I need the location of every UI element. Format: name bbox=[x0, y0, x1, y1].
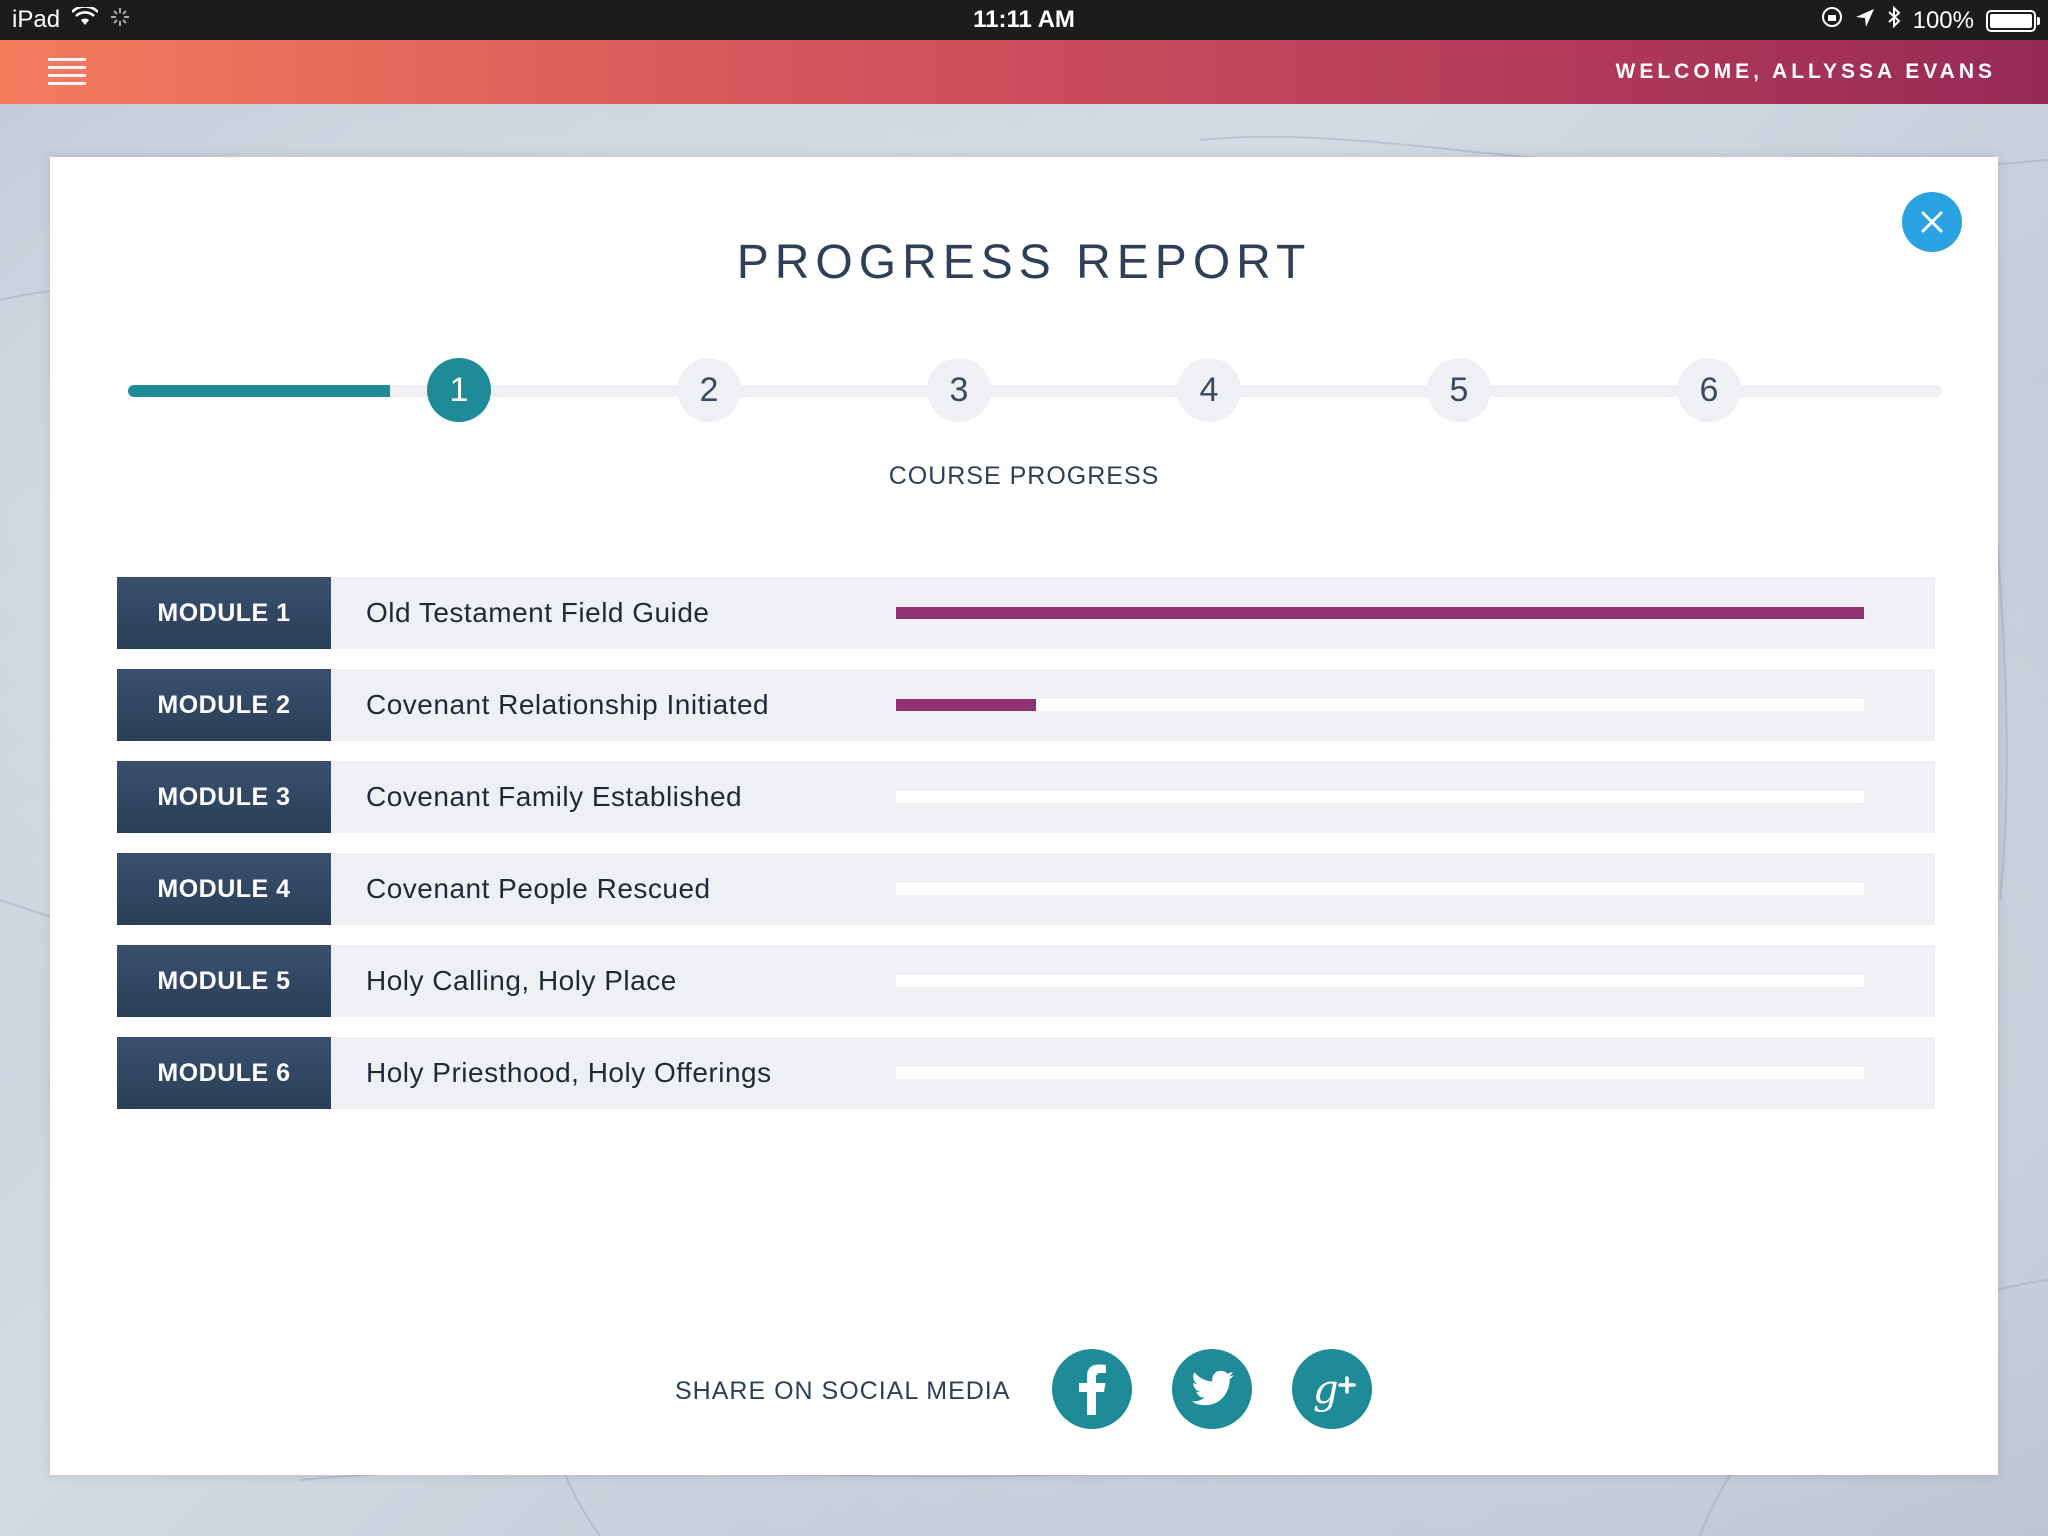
module-badge: MODULE 5 bbox=[117, 945, 331, 1017]
status-time: 11:11 AM bbox=[973, 6, 1075, 33]
step-track bbox=[128, 385, 1942, 397]
module-name: Covenant Family Established bbox=[366, 781, 743, 812]
step-6[interactable]: 6 bbox=[1677, 358, 1741, 422]
module-row-5[interactable]: MODULE 5 Holy Calling, Holy Place bbox=[117, 945, 1935, 1017]
module-name: Holy Calling, Holy Place bbox=[366, 965, 677, 996]
module-badge: MODULE 1 bbox=[117, 577, 331, 649]
step-5[interactable]: 5 bbox=[1427, 358, 1491, 422]
close-icon bbox=[1921, 211, 1943, 233]
module-name: Covenant Relationship Initiated bbox=[366, 689, 770, 720]
google-plus-button[interactable]: g bbox=[1292, 1349, 1372, 1429]
module-row-3[interactable]: MODULE 3 Covenant Family Established bbox=[117, 761, 1935, 833]
module-name: Holy Priesthood, Holy Offerings bbox=[366, 1057, 772, 1088]
page-title: PROGRESS REPORT bbox=[736, 236, 1312, 289]
module-step-tracker: 1 2 3 4 5 6 bbox=[128, 353, 1942, 423]
course-progress-label: COURSE PROGRESS bbox=[888, 462, 1160, 490]
module-progress-track bbox=[896, 883, 1864, 895]
module-row-2[interactable]: MODULE 2 Covenant Relationship Initiated bbox=[117, 669, 1935, 741]
step-track-fill bbox=[128, 385, 390, 397]
step-1[interactable]: 1 bbox=[427, 358, 491, 422]
orientation-lock-icon bbox=[1821, 6, 1843, 35]
status-bar: iPad 11:11 AM 100% bbox=[0, 0, 2048, 40]
module-progress-track bbox=[896, 699, 1864, 711]
module-name: Covenant People Rescued bbox=[366, 873, 711, 904]
twitter-button[interactable] bbox=[1172, 1349, 1252, 1429]
step-3[interactable]: 3 bbox=[927, 358, 991, 422]
module-progress-track bbox=[896, 791, 1864, 803]
activity-spinner-icon bbox=[110, 6, 130, 34]
module-badge: MODULE 6 bbox=[117, 1037, 331, 1109]
facebook-button[interactable] bbox=[1052, 1349, 1132, 1429]
module-badge: MODULE 3 bbox=[117, 761, 331, 833]
module-progress-fill bbox=[896, 607, 1864, 619]
progress-report-modal: PROGRESS REPORT 1 2 3 4 5 6 COURSE PROGR… bbox=[50, 157, 1998, 1475]
module-progress-track bbox=[896, 1067, 1864, 1079]
facebook-icon bbox=[1079, 1364, 1106, 1415]
module-row-4[interactable]: MODULE 4 Covenant People Rescued bbox=[117, 853, 1935, 925]
device-label: iPad bbox=[12, 6, 61, 33]
app-header: WELCOME, ALLYSSA EVANS bbox=[0, 40, 2048, 104]
share-label: SHARE ON SOCIAL MEDIA bbox=[675, 1377, 1011, 1405]
module-row-6[interactable]: MODULE 6 Holy Priesthood, Holy Offerings bbox=[117, 1037, 1935, 1109]
step-4[interactable]: 4 bbox=[1177, 358, 1241, 422]
wifi-icon bbox=[71, 5, 99, 34]
module-name: Old Testament Field Guide bbox=[366, 597, 710, 628]
close-button[interactable] bbox=[1902, 192, 1962, 252]
twitter-icon bbox=[1191, 1370, 1234, 1406]
module-progress-track bbox=[896, 975, 1864, 987]
welcome-message: WELCOME, ALLYSSA EVANS bbox=[1615, 60, 1996, 83]
google-plus-icon: g bbox=[1313, 1367, 1356, 1413]
hamburger-menu-icon[interactable] bbox=[48, 58, 86, 86]
battery-icon bbox=[1986, 9, 2040, 32]
module-badge: MODULE 2 bbox=[117, 669, 331, 741]
bluetooth-icon bbox=[1887, 5, 1901, 35]
location-icon bbox=[1855, 7, 1875, 35]
module-progress-track bbox=[896, 607, 1864, 619]
module-progress-fill bbox=[896, 699, 1036, 711]
step-2[interactable]: 2 bbox=[677, 358, 741, 422]
battery-percent: 100% bbox=[1912, 6, 1974, 34]
module-badge: MODULE 4 bbox=[117, 853, 331, 925]
svg-text:g: g bbox=[1313, 1367, 1339, 1413]
module-row-1[interactable]: MODULE 1 Old Testament Field Guide bbox=[117, 577, 1935, 649]
